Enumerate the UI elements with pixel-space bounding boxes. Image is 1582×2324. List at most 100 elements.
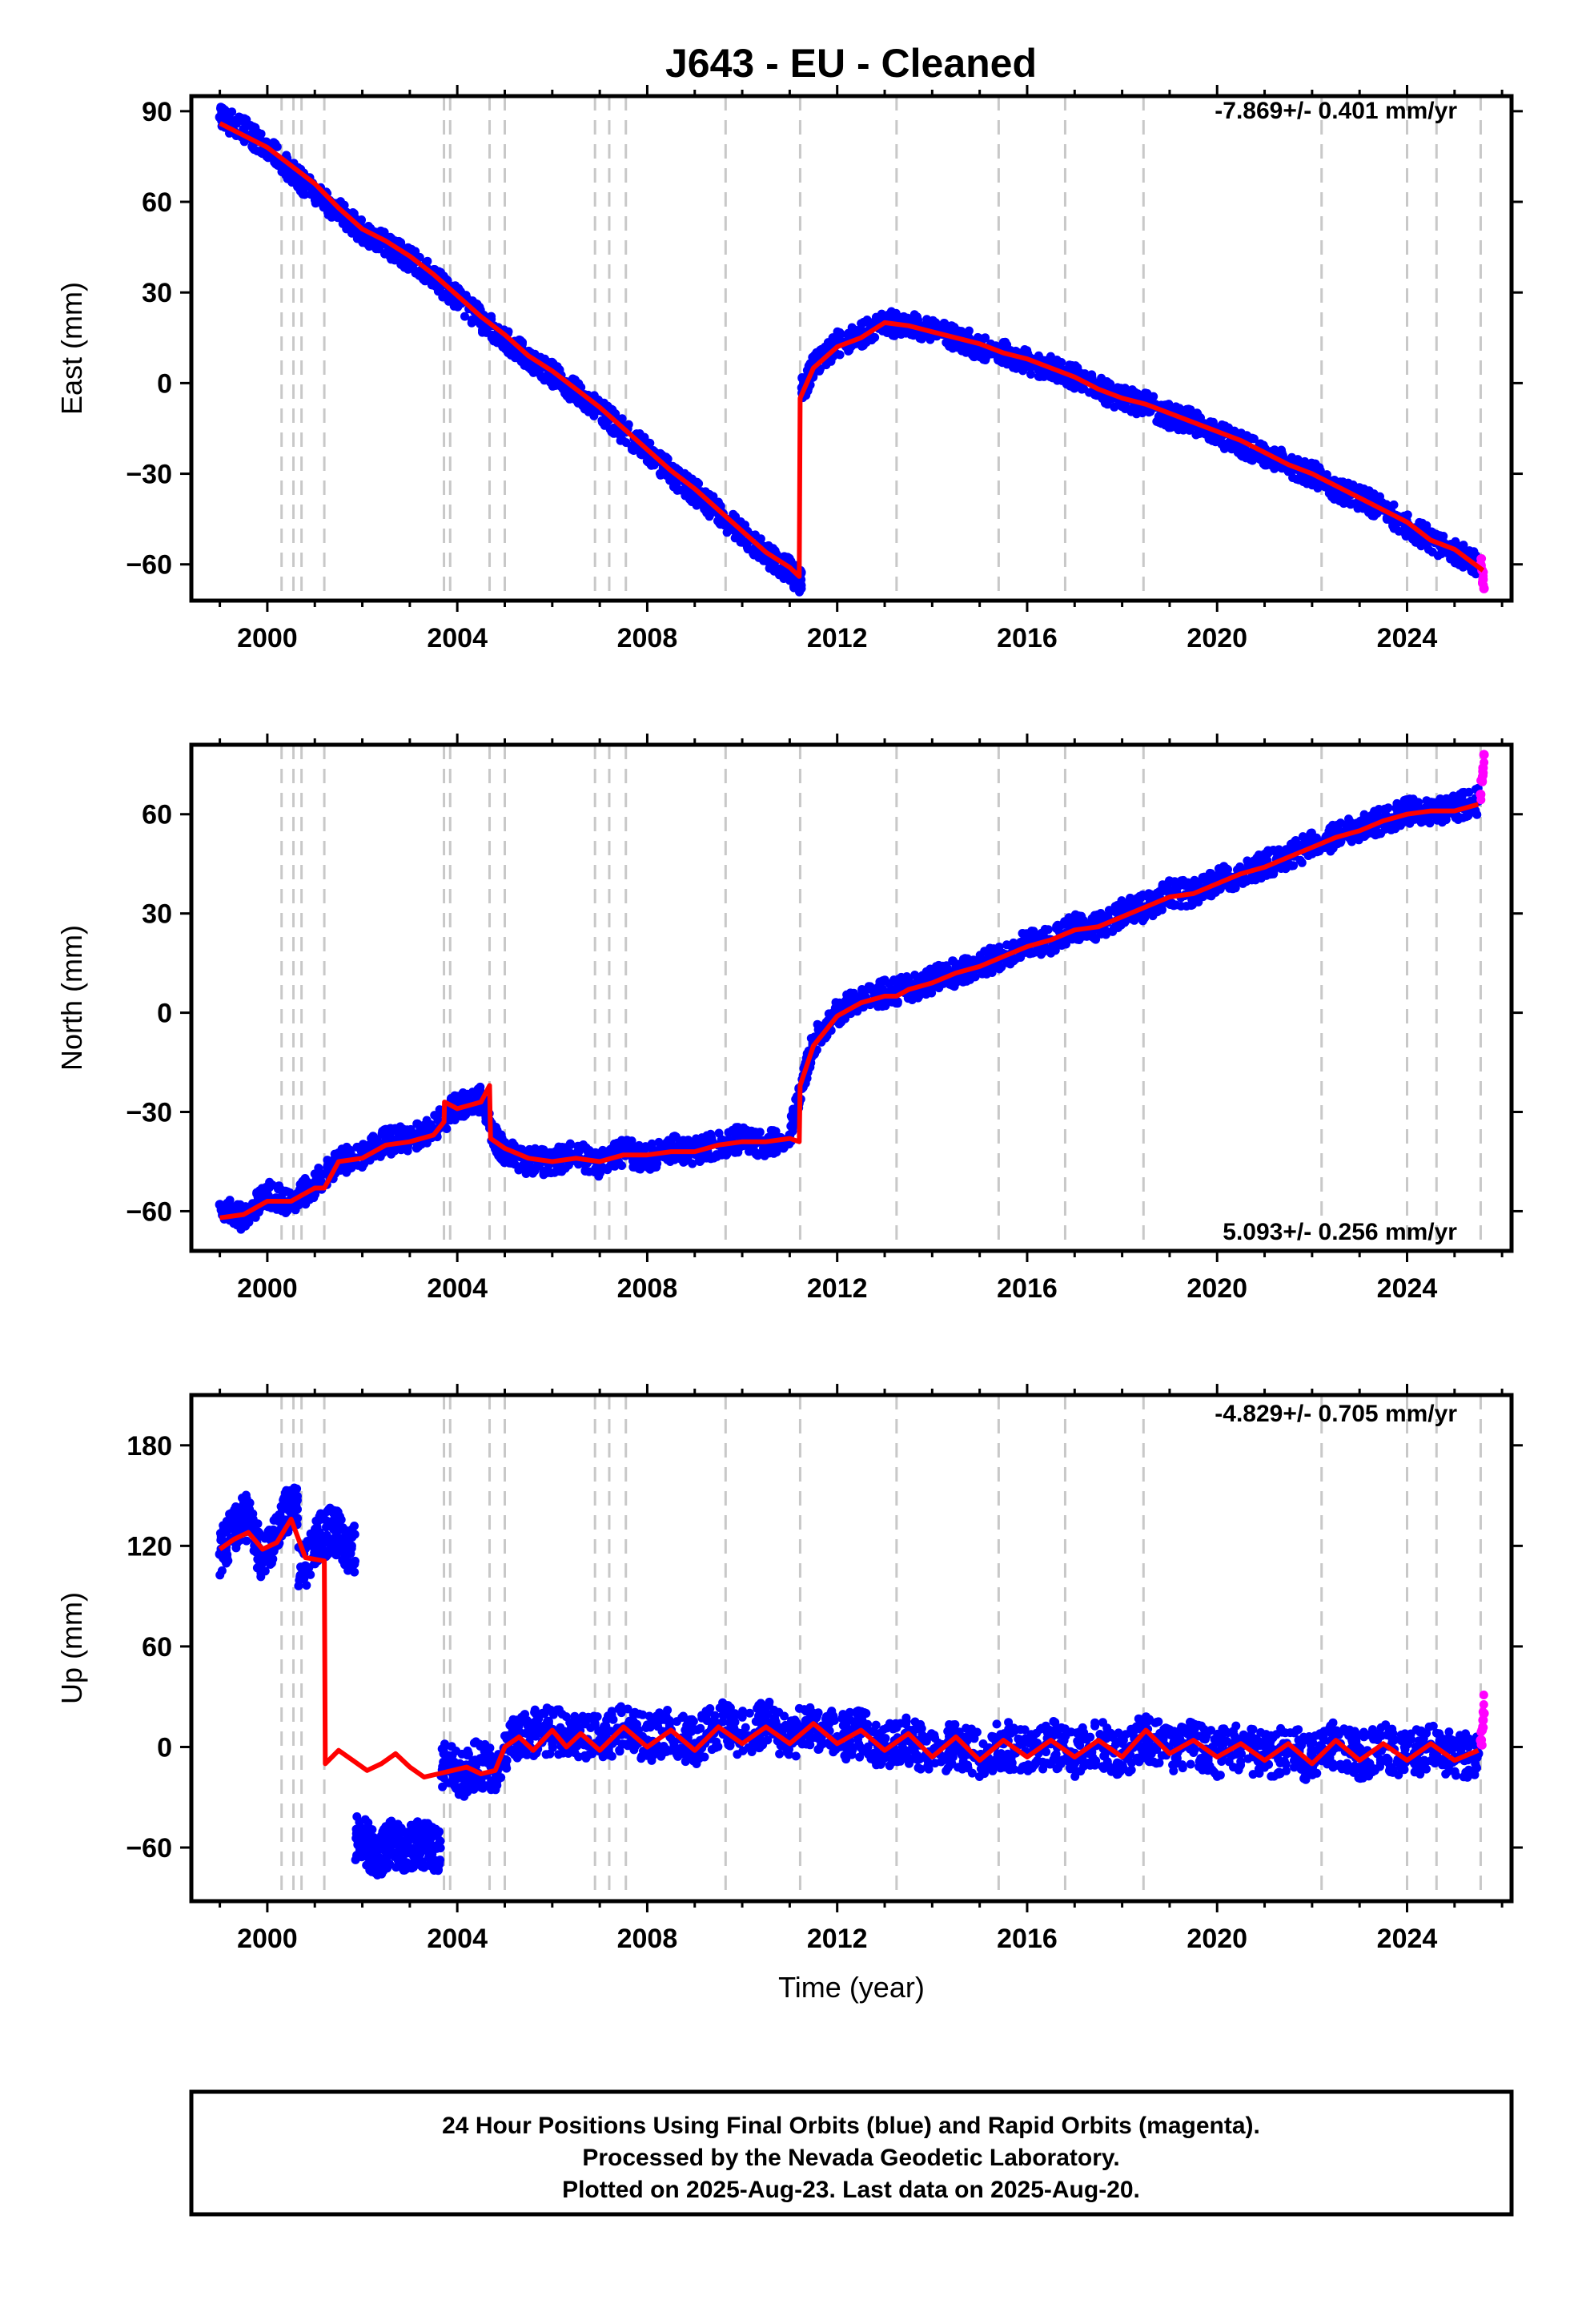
final-orbit-point bbox=[1364, 508, 1373, 517]
final-orbit-point bbox=[910, 971, 920, 979]
rapid-orbit-point bbox=[1478, 574, 1488, 585]
velocity-rate-label: -7.869+/- 0.401 mm/yr bbox=[1215, 98, 1457, 124]
final-orbit-point bbox=[253, 128, 263, 138]
chart-title: J643 - EU - Cleaned bbox=[665, 41, 1037, 86]
north-panel: 2000 2004 2008 2012 2016 2020 2024−60−3003060N… bbox=[55, 734, 1523, 1304]
final-orbit-point bbox=[358, 238, 367, 247]
final-orbit-point bbox=[1437, 818, 1447, 827]
y-axis-label: North (mm) bbox=[55, 925, 88, 1071]
final-orbit-point bbox=[403, 1143, 412, 1152]
final-orbit-point bbox=[1288, 473, 1298, 482]
y-tick-label: 30 bbox=[142, 278, 172, 308]
final-orbit-point bbox=[1286, 839, 1295, 849]
rapid-orbit-point bbox=[1479, 750, 1489, 760]
final-orbit-point bbox=[722, 528, 732, 537]
final-orbit-point bbox=[319, 1169, 328, 1179]
final-orbit-point bbox=[1472, 810, 1482, 819]
final-orbit-point bbox=[1395, 821, 1405, 830]
final-orbit-point bbox=[821, 342, 830, 352]
final-orbit-point bbox=[794, 577, 805, 588]
final-orbit-point bbox=[693, 496, 702, 505]
final-orbit-point bbox=[640, 1144, 649, 1154]
final-orbit-point bbox=[1002, 340, 1012, 349]
final-orbit-point bbox=[1078, 931, 1088, 941]
x-tick-label: 2008 bbox=[617, 1273, 678, 1304]
final-orbit-point bbox=[629, 446, 638, 455]
final-orbit-point bbox=[969, 352, 978, 361]
final-orbit-point bbox=[1121, 401, 1130, 411]
final-orbit-point bbox=[917, 334, 926, 344]
final-orbit-point bbox=[1034, 365, 1043, 375]
final-orbit-point bbox=[581, 402, 591, 412]
final-orbit-point bbox=[468, 1107, 478, 1116]
final-orbit-point bbox=[893, 999, 902, 1008]
final-orbit-point bbox=[1182, 404, 1191, 414]
final-orbit-point bbox=[962, 976, 971, 986]
rapid-orbit-point bbox=[1479, 583, 1489, 593]
final-orbit-point bbox=[442, 1124, 452, 1133]
final-orbit-point bbox=[847, 323, 857, 332]
plot-area bbox=[215, 96, 1489, 601]
final-orbit-point bbox=[1245, 434, 1255, 444]
final-orbit-point bbox=[314, 1164, 323, 1172]
final-orbit-point bbox=[371, 244, 381, 254]
y-tick-label: −60 bbox=[126, 1196, 172, 1227]
final-orbit-point bbox=[222, 1558, 231, 1567]
final-orbit-point bbox=[242, 1536, 251, 1546]
final-orbit-point bbox=[419, 275, 428, 284]
x-tick-label: 2004 bbox=[427, 1273, 488, 1304]
final-orbit-point bbox=[1178, 425, 1188, 435]
final-orbit-point bbox=[575, 1142, 584, 1152]
final-orbit-point bbox=[1009, 956, 1018, 966]
x-tick-label: 2024 bbox=[1377, 623, 1438, 653]
final-orbit-point bbox=[1433, 551, 1443, 561]
x-tick-label: 2024 bbox=[1377, 1273, 1438, 1304]
final-orbit-point bbox=[1148, 893, 1158, 903]
final-orbit-point bbox=[1394, 526, 1403, 536]
final-orbit-point bbox=[1110, 905, 1120, 915]
final-orbit-point bbox=[248, 143, 258, 153]
x-tick-label: 2016 bbox=[997, 623, 1058, 653]
final-orbit-point bbox=[769, 1126, 778, 1136]
final-orbit-point bbox=[504, 1158, 514, 1168]
final-orbit-point bbox=[310, 187, 320, 198]
final-orbit-point bbox=[241, 1490, 251, 1500]
y-tick-label: 60 bbox=[142, 800, 172, 830]
final-orbit-point bbox=[502, 344, 512, 353]
final-orbit-point bbox=[262, 1189, 272, 1200]
x-tick-label: 2000 bbox=[237, 1273, 298, 1304]
x-tick-label: 2020 bbox=[1186, 623, 1247, 653]
final-orbit-point bbox=[1336, 818, 1345, 828]
final-orbit-point bbox=[1229, 880, 1239, 890]
final-orbit-point bbox=[1120, 384, 1130, 393]
y-tick-label: 90 bbox=[142, 97, 172, 127]
final-orbit-point bbox=[702, 1131, 712, 1140]
final-orbit-point bbox=[231, 1506, 241, 1516]
final-orbit-point bbox=[260, 1566, 270, 1576]
final-orbit-point bbox=[391, 1124, 400, 1133]
final-orbit-point bbox=[675, 1136, 685, 1146]
final-orbit-point bbox=[967, 971, 977, 980]
final-orbit-point bbox=[1417, 815, 1427, 824]
final-orbit-point bbox=[788, 1120, 797, 1129]
final-orbit-point bbox=[1073, 363, 1082, 372]
final-orbit-point bbox=[886, 307, 896, 316]
final-orbit-point bbox=[439, 289, 448, 299]
final-orbit-point bbox=[644, 1164, 653, 1173]
final-orbit-point bbox=[1109, 923, 1118, 933]
final-orbit-point bbox=[1029, 931, 1038, 940]
x-tick-label: 2012 bbox=[807, 1273, 868, 1304]
final-orbit-point bbox=[1391, 803, 1401, 813]
final-orbit-point bbox=[609, 1139, 619, 1148]
x-tick-label: 2004 bbox=[427, 623, 488, 653]
final-orbit-point bbox=[691, 1138, 701, 1148]
final-orbit-point bbox=[952, 343, 962, 352]
rapid-orbit-point bbox=[1476, 790, 1486, 799]
final-orbit-point bbox=[1435, 811, 1444, 820]
y-axis-label: East (mm) bbox=[55, 282, 88, 415]
east-panel: 2000 2004 2008 2012 2016 2020 2024−60−30030609… bbox=[55, 85, 1523, 653]
final-orbit-point bbox=[716, 518, 725, 528]
x-tick-label: 2000 bbox=[237, 623, 298, 653]
final-orbit-point bbox=[1192, 408, 1202, 418]
